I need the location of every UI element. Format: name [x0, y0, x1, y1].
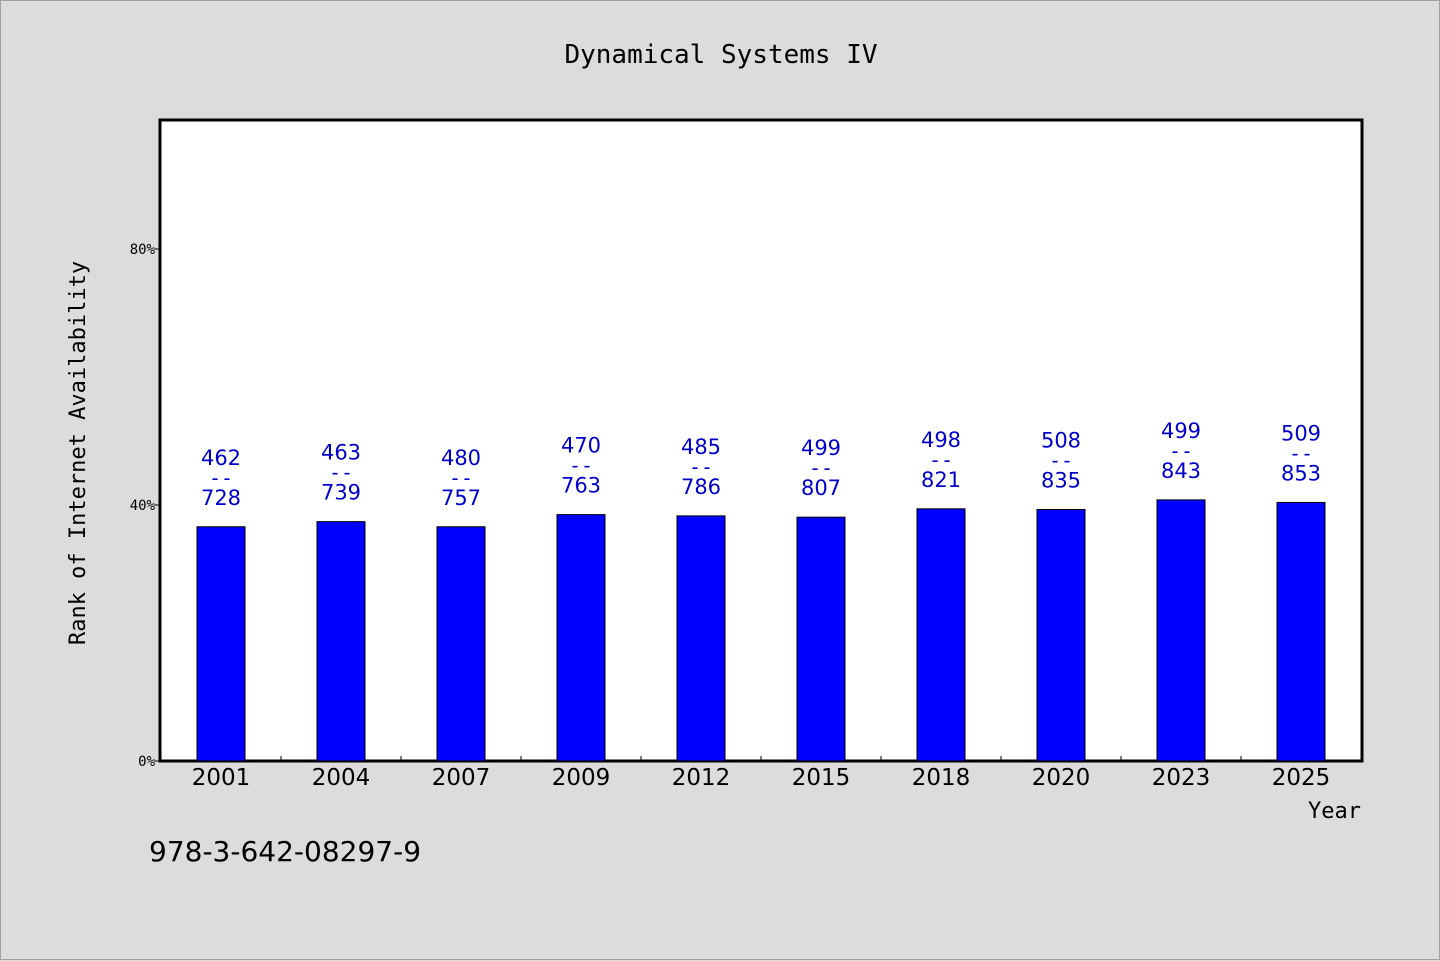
x-tick-label: 2018 [912, 765, 971, 791]
bar-2020 [1036, 508, 1086, 762]
bar-label-bottom: 821 [921, 468, 961, 492]
bar-2023 [1156, 499, 1206, 762]
bar-label-separator: -- [929, 448, 953, 472]
bar-label-top: 499 [801, 436, 841, 460]
value-labels-group: 728--462739--463757--480763--470786--485… [201, 419, 1321, 510]
x-axis-label: Year [1308, 799, 1361, 824]
isbn-text: 978-3-642-08297-9 [149, 835, 422, 868]
bar-2015 [796, 516, 846, 762]
x-tick-label: 2015 [792, 765, 851, 791]
bar-label-bottom: 728 [201, 486, 241, 510]
x-tick-label: 2025 [1272, 765, 1331, 791]
x-tick-label: 2007 [432, 765, 491, 791]
bar-label-separator: -- [1169, 439, 1193, 463]
bar-label-bottom: 843 [1161, 459, 1201, 483]
bar-label-bottom: 853 [1281, 461, 1321, 485]
bar-label-top: 462 [201, 446, 241, 470]
bar-2007 [436, 526, 486, 762]
y-tick-label: 40% [130, 498, 156, 514]
bar-2025 [1276, 501, 1326, 762]
x-tick-label: 2023 [1152, 765, 1211, 791]
bar-label-separator: -- [809, 456, 833, 480]
x-tick-label: 2012 [672, 765, 731, 791]
bar-label-top: 485 [681, 435, 721, 459]
bar-label-top: 480 [441, 446, 481, 470]
bar-2001 [196, 526, 246, 762]
bar-label-separator: -- [689, 455, 713, 479]
bar-2009 [556, 514, 606, 762]
bar-label-bottom: 835 [1041, 468, 1081, 492]
bar-label-bottom: 739 [321, 481, 361, 505]
bar-label-bottom: 786 [681, 475, 721, 499]
x-axis: 2001 2004 2007 2009 2012 2015 2018 2020 2023 2025 [192, 756, 1331, 791]
bar-label-separator: -- [209, 466, 233, 490]
bar-label-separator: -- [569, 454, 593, 478]
chart-title: Dynamical Systems IV [564, 40, 877, 70]
bar-label-bottom: 807 [801, 476, 841, 500]
bar-2018 [916, 508, 966, 762]
y-tick-label: 0% [138, 754, 155, 770]
y-axis: 0% 40% 80% [130, 242, 161, 770]
bar-label-bottom: 757 [441, 486, 481, 510]
x-tick-label: 2004 [312, 765, 371, 791]
x-tick-label: 2001 [192, 765, 251, 791]
y-axis-label: Rank of Internet Availability [66, 261, 91, 645]
y-tick-label: 80% [130, 242, 156, 258]
bar-label-top: 499 [1161, 419, 1201, 443]
x-tick-label: 2020 [1032, 765, 1091, 791]
bars-group [196, 499, 1326, 762]
bar-label-top: 498 [921, 428, 961, 452]
bar-label-top: 470 [561, 434, 601, 458]
bar-label-top: 463 [321, 441, 361, 465]
bar-label-top: 508 [1041, 428, 1081, 452]
bar-2012 [676, 515, 726, 762]
bar-2004 [316, 521, 366, 762]
x-tick-label: 2009 [552, 765, 611, 791]
bar-label-separator: -- [1289, 441, 1313, 465]
bar-label-separator: -- [329, 461, 353, 485]
bar-label-top: 509 [1281, 421, 1321, 445]
bar-label-separator: -- [449, 466, 473, 490]
bar-label-bottom: 763 [561, 474, 601, 498]
bar-label-separator: -- [1049, 448, 1073, 472]
